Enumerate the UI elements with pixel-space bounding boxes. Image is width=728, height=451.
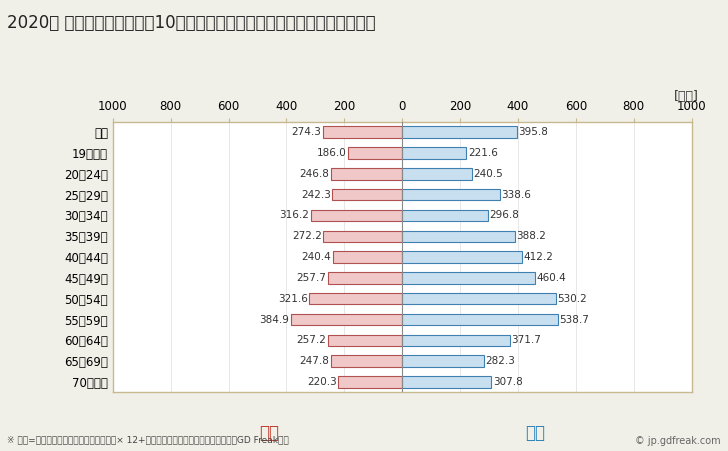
Text: 384.9: 384.9 (259, 314, 290, 325)
Text: [万円]: [万円] (674, 90, 699, 103)
Bar (403, 210, 488, 221)
Text: 240.4: 240.4 (301, 252, 331, 262)
Text: ※ 年収=「きまって支給する現金給与額」× 12+「年間賞与その他特別給与額」としてGD Freak推計: ※ 年収=「きまって支給する現金給与額」× 12+「年間賞与その他特別給与額」と… (7, 435, 289, 444)
Text: 321.6: 321.6 (278, 294, 308, 304)
Bar (333, 251, 403, 263)
Bar (349, 147, 403, 159)
Bar (403, 335, 510, 346)
Text: 371.7: 371.7 (511, 336, 541, 345)
Text: 274.3: 274.3 (291, 127, 321, 137)
Bar (309, 293, 403, 304)
Text: 338.6: 338.6 (502, 189, 531, 200)
Text: 538.7: 538.7 (560, 314, 590, 325)
Bar (339, 376, 403, 388)
Text: 221.6: 221.6 (468, 148, 498, 158)
Text: 男性: 男性 (526, 424, 545, 442)
Text: 296.8: 296.8 (489, 211, 520, 221)
Text: 412.2: 412.2 (523, 252, 553, 262)
Text: 242.3: 242.3 (301, 189, 331, 200)
Bar (403, 293, 555, 304)
Text: 530.2: 530.2 (557, 294, 587, 304)
Text: 246.8: 246.8 (299, 169, 329, 179)
Text: 272.2: 272.2 (292, 231, 322, 241)
Text: 282.3: 282.3 (486, 356, 515, 366)
Bar (328, 272, 403, 284)
Text: 307.8: 307.8 (493, 377, 523, 387)
Text: 388.2: 388.2 (516, 231, 546, 241)
Bar (403, 376, 491, 388)
Bar (291, 314, 403, 325)
Text: © jp.gdfreak.com: © jp.gdfreak.com (635, 437, 721, 446)
Bar (331, 355, 403, 367)
Text: 257.7: 257.7 (296, 273, 326, 283)
Bar (403, 355, 484, 367)
Text: 2020年 民間企業（従業者数10人以上）フルタイム労働者の男女別平均年収: 2020年 民間企業（従業者数10人以上）フルタイム労働者の男女別平均年収 (7, 14, 376, 32)
Text: 186.0: 186.0 (317, 148, 347, 158)
Bar (403, 189, 500, 200)
Text: 220.3: 220.3 (307, 377, 337, 387)
Text: 257.2: 257.2 (296, 336, 326, 345)
Bar (403, 230, 515, 242)
Text: 247.8: 247.8 (299, 356, 329, 366)
Bar (328, 335, 403, 346)
Bar (403, 126, 517, 138)
Bar (403, 251, 521, 263)
Bar (311, 210, 403, 221)
Bar (403, 168, 472, 179)
Text: 460.4: 460.4 (537, 273, 566, 283)
Bar (403, 147, 467, 159)
Bar (331, 168, 403, 179)
Bar (403, 272, 536, 284)
Bar (323, 126, 403, 138)
Text: 240.5: 240.5 (473, 169, 503, 179)
Bar (323, 230, 403, 242)
Bar (403, 314, 558, 325)
Text: 女性: 女性 (259, 424, 279, 442)
Text: 316.2: 316.2 (280, 211, 309, 221)
Bar (332, 189, 403, 200)
Text: 395.8: 395.8 (518, 127, 548, 137)
